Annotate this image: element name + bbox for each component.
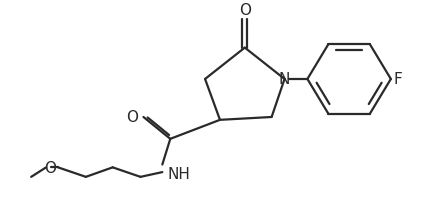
- Text: F: F: [394, 72, 402, 87]
- Text: O: O: [239, 3, 251, 18]
- Text: O: O: [127, 109, 139, 124]
- Text: O: O: [44, 160, 56, 175]
- Text: N: N: [279, 72, 290, 87]
- Text: NH: NH: [167, 167, 190, 182]
